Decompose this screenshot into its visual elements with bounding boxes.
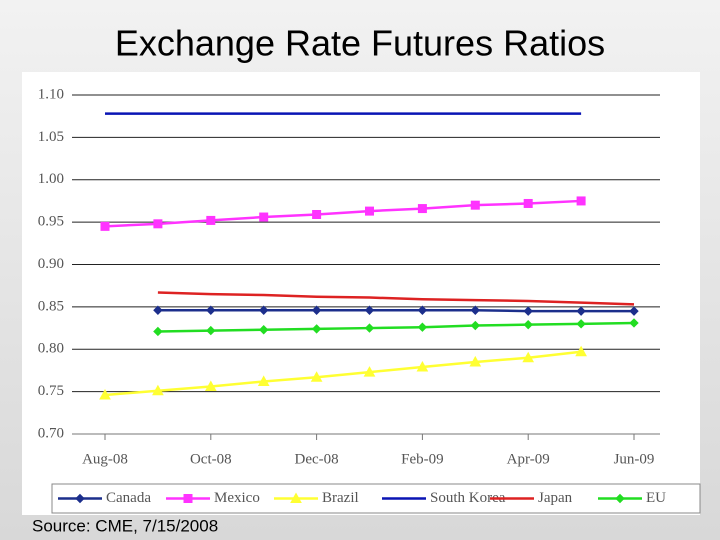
data-point — [364, 323, 375, 333]
data-point — [523, 198, 533, 208]
x-tick-label: Aug-08 — [82, 451, 128, 467]
legend-label: EU — [646, 490, 666, 506]
data-point — [258, 325, 269, 335]
data-point — [365, 206, 374, 216]
x-tick-label: Jun-09 — [614, 451, 655, 467]
series-line — [157, 291, 635, 306]
data-point — [152, 384, 164, 396]
legend-label: Mexico — [214, 490, 260, 506]
legend-box — [51, 483, 701, 514]
data-point — [153, 326, 163, 337]
chart-area — [22, 72, 700, 515]
series-line — [157, 321, 635, 333]
data-point — [312, 209, 322, 219]
y-tick-label: 0.70 — [38, 425, 64, 441]
y-tick-label: 1.00 — [38, 171, 64, 187]
x-tick-label: Dec-08 — [295, 451, 339, 467]
data-point — [258, 305, 269, 315]
data-point — [470, 320, 481, 331]
data-point — [204, 380, 217, 392]
data-point — [470, 200, 480, 210]
data-point — [310, 371, 323, 382]
data-point — [206, 305, 216, 315]
data-point — [259, 212, 269, 222]
data-point — [153, 305, 163, 315]
data-point — [417, 305, 428, 315]
data-point — [416, 361, 429, 372]
y-tick-label: 0.80 — [38, 341, 64, 357]
data-point — [363, 366, 376, 377]
data-point — [629, 306, 639, 316]
series-line — [157, 309, 634, 313]
y-tick-label: 0.85 — [38, 298, 64, 314]
y-tick-label: 1.10 — [38, 86, 64, 102]
data-point — [100, 221, 110, 231]
data-point — [469, 355, 482, 367]
data-point — [576, 319, 586, 329]
legend-label: South Korea — [430, 490, 506, 506]
x-tick-label: Apr-09 — [507, 451, 550, 467]
y-tick-label: 1.05 — [38, 129, 64, 145]
legend-marker — [183, 494, 193, 503]
data-point — [470, 305, 481, 315]
data-point — [417, 204, 427, 214]
data-point — [417, 322, 428, 332]
data-point — [257, 375, 270, 386]
legend-marker — [615, 493, 625, 504]
data-point — [153, 219, 163, 229]
data-point — [575, 345, 587, 357]
data-point — [311, 305, 322, 315]
y-tick-label: 0.75 — [38, 383, 64, 399]
chart-title: Exchange Rate Futures Ratios — [115, 23, 605, 64]
series-line — [104, 199, 582, 228]
data-point — [523, 306, 533, 316]
data-point — [629, 318, 639, 328]
data-point — [99, 388, 111, 400]
legend-label: Japan — [538, 490, 573, 506]
data-point — [576, 196, 586, 206]
x-tick-label: Oct-08 — [190, 451, 232, 467]
data-point — [311, 324, 322, 334]
data-point — [206, 325, 216, 336]
legend-label: Canada — [106, 490, 151, 506]
source-note: Source: CME, 7/15/2008 — [32, 516, 218, 535]
x-tick-label: Feb-09 — [401, 451, 444, 467]
y-tick-label: 0.90 — [38, 256, 64, 272]
legend-marker — [75, 493, 85, 504]
y-tick-label: 0.95 — [38, 214, 64, 230]
data-point — [523, 319, 533, 330]
data-point — [364, 305, 375, 315]
legend-marker — [290, 492, 302, 503]
legend-label: Brazil — [322, 490, 359, 506]
series-line — [104, 350, 582, 397]
data-point — [522, 351, 535, 363]
data-point — [206, 215, 216, 225]
data-point — [576, 306, 586, 316]
